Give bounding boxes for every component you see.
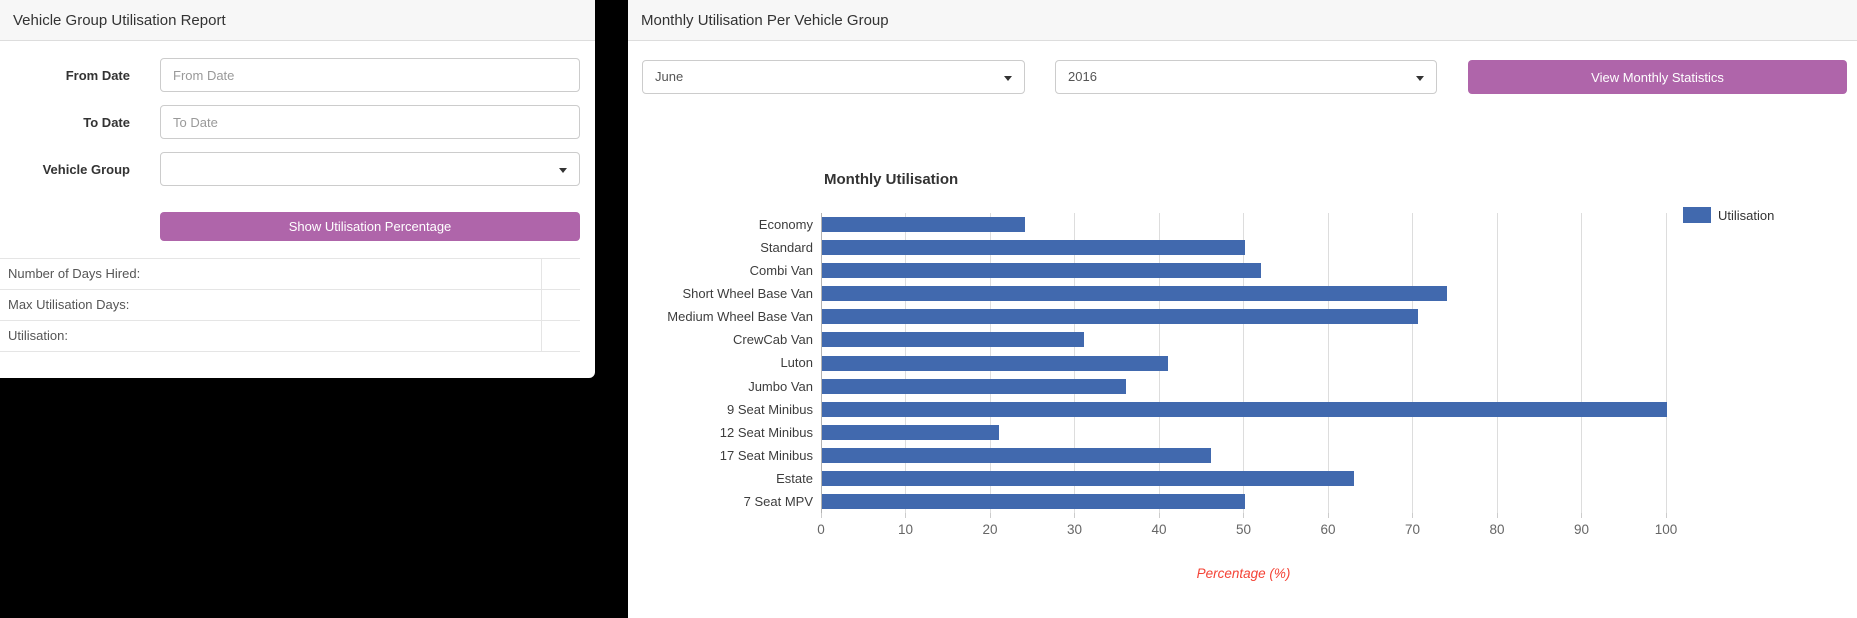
category-label: Standard [760,240,813,256]
to-date-label: To Date [83,115,130,130]
gridline [1327,213,1329,513]
tick-mark [820,513,822,518]
gridline [1412,213,1413,513]
gridline [1243,213,1244,513]
category-label: Medium Wheel Base Van [667,309,813,325]
summary-row-value [542,321,580,351]
left-panel-title: Vehicle Group Utilisation Report [0,0,595,41]
bar-jumbo-van [822,378,1127,394]
vehicle-group-utilisation-panel: Vehicle Group Utilisation Report From Da… [0,0,595,378]
year-select-value: 2016 [1068,69,1097,84]
x-tick-label: 20 [982,522,998,537]
category-label: Estate [776,470,813,486]
tick-mark [905,513,906,518]
x-tick-label: 80 [1489,522,1505,537]
tick-mark [1496,513,1498,518]
bar-medium-wheel-base-van [822,309,1418,325]
x-tick-label: 100 [1654,522,1678,537]
summary-row-value [542,259,580,289]
bar-12-seat-minibus [822,424,1000,440]
chart-title: Monthly Utilisation [824,171,959,188]
category-label: 12 Seat Minibus [719,424,813,440]
x-tick-label: 40 [1151,522,1167,537]
right-panel-title: Monthly Utilisation Per Vehicle Group [628,0,1857,41]
legend-label: Utilisation [1718,207,1775,223]
to-date-input[interactable] [160,105,580,139]
bar-9-seat-minibus [822,401,1667,417]
summary-row-label: Utilisation: [0,321,542,351]
category-label: 9 Seat Minibus [727,401,813,417]
summary-row: Max Utilisation Days: [0,289,580,320]
bar-17-seat-minibus [822,447,1211,463]
tick-mark [1158,513,1160,518]
category-label: CrewCab Van [733,332,813,348]
y-axis-line [820,213,822,513]
category-label: Luton [780,355,813,371]
summary-row-value [542,290,580,320]
bar-estate [822,470,1355,486]
bar-short-wheel-base-van [822,286,1448,302]
gridline [1581,213,1582,513]
from-date-label: From Date [65,68,130,83]
category-label: 7 Seat MPV [743,493,813,509]
from-date-input[interactable] [160,58,580,92]
summary-row: Utilisation: [0,320,580,352]
x-tick-label: 90 [1573,522,1590,537]
chart-plot-area: 0 10 20 30 40 50 60 70 80 90 100 Economy Standard Com… [667,213,1677,537]
tick-mark [1581,513,1582,518]
x-axis-title: Percentage (%) [1196,566,1291,581]
bar-economy [822,217,1025,233]
summary-row-label: Number of Days Hired: [0,259,542,289]
summary-row: Number of Days Hired: [0,258,580,289]
summary-row-label: Max Utilisation Days: [0,290,542,320]
bar-7-seat-mpv [822,493,1245,509]
category-label: 17 Seat Minibus [719,447,813,463]
legend-swatch-utilisation [1683,207,1711,223]
category-label: Combi Van [749,263,813,279]
tick-mark [989,513,991,518]
month-select[interactable]: June [642,60,1025,94]
category-label: Short Wheel Base Van [682,286,813,302]
chart-legend: Utilisation [1683,207,1774,223]
vehicle-group-select[interactable] [160,152,580,186]
gridline [1496,213,1498,513]
category-label: Jumbo Van [748,378,813,394]
tick-mark [1412,513,1413,518]
bar-combi-van [822,263,1262,279]
x-tick-label: 0 [817,522,825,537]
month-select-value: June [655,69,684,84]
chevron-down-icon [1004,76,1012,81]
gridline [1665,213,1667,513]
category-label: Economy [758,217,813,232]
x-tick-label: 10 [897,522,914,537]
monthly-utilisation-panel: Monthly Utilisation Per Vehicle Group Ju… [628,0,1857,618]
bar-standard [822,240,1245,256]
tick-mark [1243,513,1244,518]
utilisation-summary-table: Number of Days Hired: Max Utilisation Day… [0,258,580,352]
x-tick-label: 30 [1066,522,1083,537]
vehicle-group-label: Vehicle Group [42,162,130,177]
bar-crewcab-van [822,332,1084,348]
tick-mark [1074,513,1075,518]
show-utilisation-percentage-button[interactable]: Show Utilisation Percentage [160,212,580,241]
chevron-down-icon [1416,76,1424,81]
x-tick-label: 70 [1404,522,1421,537]
view-monthly-statistics-button[interactable]: View Monthly Statistics [1468,60,1847,94]
tick-mark [1327,513,1329,518]
year-select[interactable]: 2016 [1055,60,1437,94]
bar-luton [822,355,1169,371]
x-tick-label: 60 [1320,522,1336,537]
chevron-down-icon [559,168,567,173]
tick-mark [1665,513,1667,518]
x-tick-label: 50 [1235,522,1252,537]
